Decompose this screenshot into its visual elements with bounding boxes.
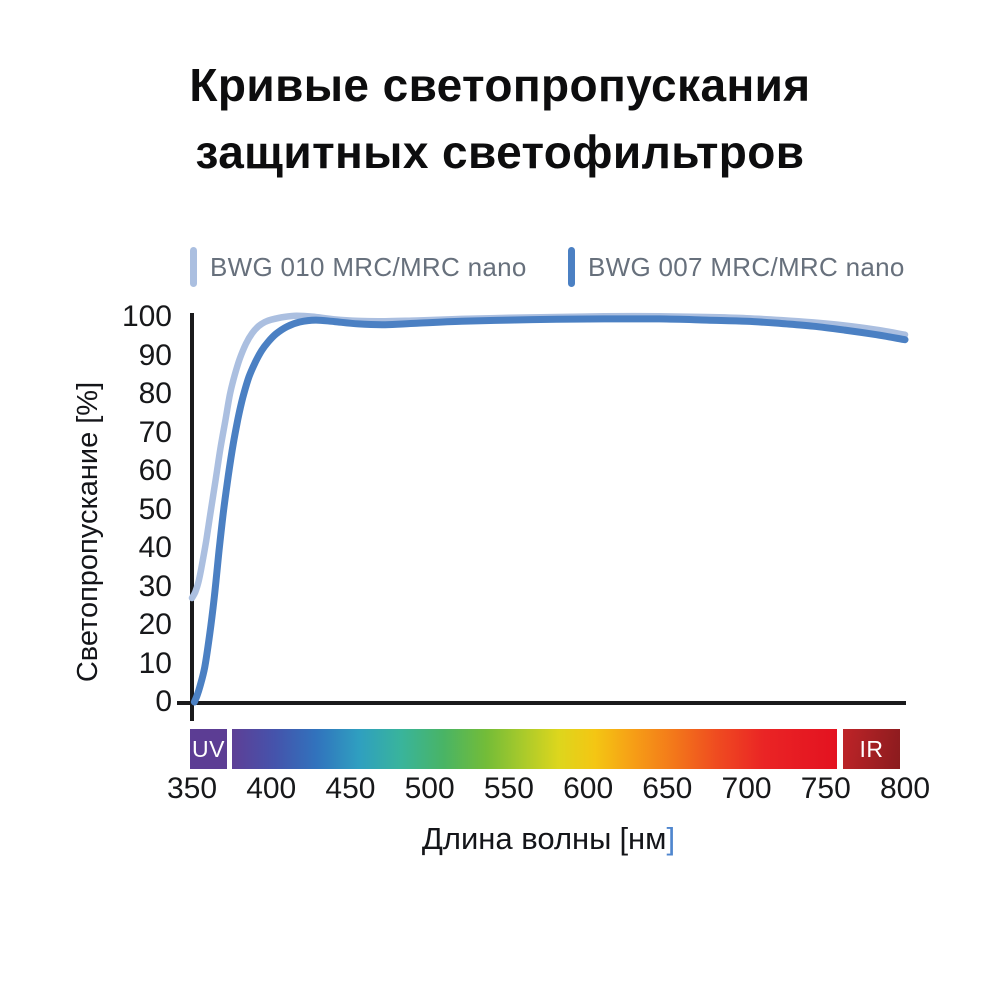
legend-item-bwg007: BWG 007 MRC/MRC nano — [568, 246, 905, 288]
legend-item-bwg010: BWG 010 MRC/MRC nano — [190, 246, 527, 288]
title-line-2: защитных светофильтров — [195, 126, 805, 178]
y-tick-label: 0 — [155, 685, 172, 718]
x-axis-unit-close-bracket: ] — [666, 821, 676, 856]
x-axis-title-text: Длина волны — [421, 821, 612, 856]
y-tick-label: 90 — [138, 338, 172, 372]
x-tick-label: 800 — [879, 772, 931, 805]
y-tick-label: 40 — [138, 531, 172, 564]
legend-swatch-bwg007 — [568, 247, 575, 287]
ir-band: IR — [843, 729, 900, 769]
x-tick-label: 600 — [563, 772, 614, 805]
uv-band: UV — [190, 729, 227, 769]
curve-bwg010 — [188, 312, 909, 602]
curve-bwg007 — [190, 315, 909, 706]
ir-label: IR — [859, 735, 884, 762]
x-tick-label: 750 — [800, 772, 851, 805]
y-tick-label: 50 — [138, 492, 172, 526]
x-tick-label: 450 — [325, 772, 376, 805]
x-tick-label: 350 — [166, 772, 218, 805]
y-tick-label: 100 — [121, 300, 172, 333]
legend-label-bwg010: BWG 010 MRC/MRC nano — [210, 251, 527, 282]
spectrum-gradient-bar — [232, 729, 837, 769]
x-tick-label: 400 — [246, 772, 297, 805]
x-axis-title: Длина волны [нм] — [192, 819, 905, 859]
x-axis-unit-open: [нм — [619, 821, 667, 856]
x-tick-label: 550 — [483, 772, 534, 805]
uv-label: UV — [192, 735, 225, 762]
y-tick-label: 70 — [138, 415, 172, 449]
y-tick-label: 30 — [138, 569, 172, 603]
chart-title: Кривые светопропускания защитных светофил… — [0, 52, 1000, 186]
x-tick-label: 650 — [642, 772, 693, 805]
y-tick-label: 60 — [138, 454, 172, 487]
title-line-1: Кривые светопропускания — [189, 59, 811, 111]
legend-label-bwg007: BWG 007 MRC/MRC nano — [588, 251, 905, 282]
y-tick-label: 10 — [138, 646, 172, 680]
legend-swatch-bwg010 — [190, 247, 197, 287]
x-tick-label: 500 — [404, 772, 455, 805]
y-tick-label: 20 — [138, 608, 172, 641]
y-tick-label: 80 — [138, 377, 172, 410]
x-tick-label: 700 — [721, 772, 772, 805]
